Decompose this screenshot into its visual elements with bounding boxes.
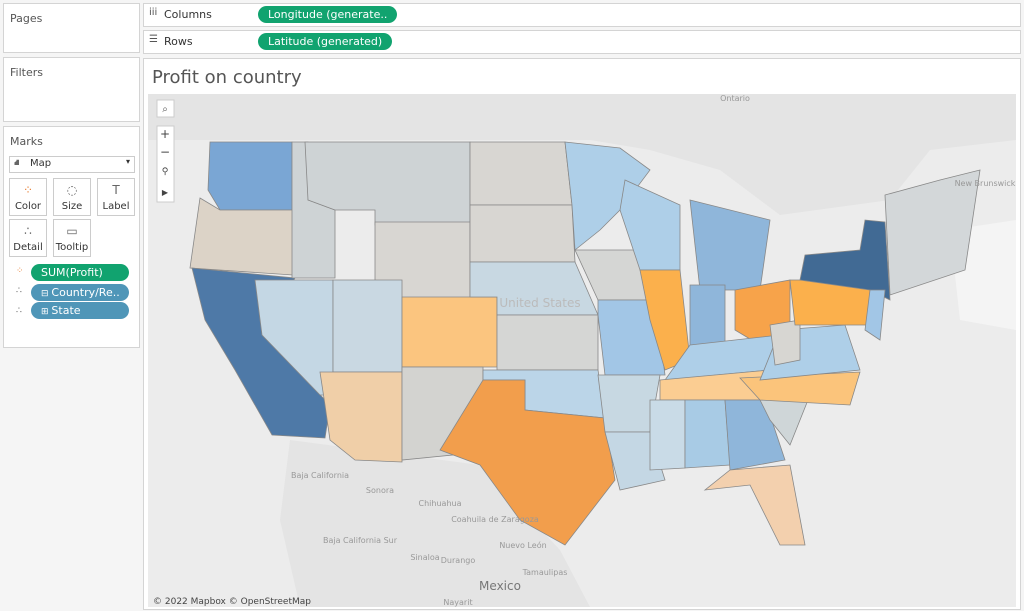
tooltip-button[interactable]: ▭ Tooltip (53, 219, 91, 257)
map-label: Baja California (291, 471, 349, 480)
label-button[interactable]: T Label (97, 178, 135, 216)
field-pill[interactable]: ⊞ State (31, 302, 129, 319)
map-shape (684, 399, 731, 469)
map-shape (884, 169, 981, 296)
map-shape: ⌕ (162, 104, 168, 115)
map-shape (703, 464, 806, 546)
map-shape: − (160, 145, 170, 159)
shelf-label: Rows (164, 35, 193, 48)
map-shape (799, 219, 891, 301)
rows-shelf: ☰ Rows Latitude (generated) (143, 30, 1021, 54)
map-shape (864, 289, 886, 341)
map-shape (769, 319, 801, 366)
map-shape: Ontario New Brunswick Baja California So… (291, 94, 1016, 607)
view-title: Profit on country (152, 67, 302, 88)
map[interactable]: Ontario New Brunswick Baja California So… (148, 94, 1016, 607)
map-shape (439, 379, 616, 546)
pages-card: Pages (3, 3, 140, 53)
map-shape: + (160, 127, 170, 141)
map-shape: ⚲ (162, 167, 169, 177)
map-controls[interactable]: ⌕ + − ⚲ ▶ (156, 99, 175, 203)
detail-button[interactable]: ∴ Detail (9, 219, 47, 257)
map-label: Nuevo León (499, 540, 546, 550)
map-shape (649, 399, 686, 471)
map-label: Mexico (479, 579, 521, 593)
map-label: Nayarit (443, 598, 472, 607)
map-label: Sinaloa (410, 553, 439, 562)
color-button[interactable]: ⁘ Color (9, 178, 47, 216)
attribution: © 2022 Mapbox © OpenStreetMap (153, 597, 311, 607)
field-pill-text: State (51, 304, 81, 317)
button-label: Color (14, 201, 42, 212)
button-label: Detail (13, 242, 43, 253)
map-shape (148, 94, 1016, 215)
map-shape (496, 314, 599, 371)
field-pill[interactable]: SUM(Profit) (31, 264, 129, 281)
marks-card: Marks ⛘ Map ▾ ⁘ Color ◌ Size T Label ∴ Detai… (3, 126, 140, 348)
map-shape (207, 141, 293, 211)
map-shape (564, 141, 651, 251)
map-label: Sonora (366, 486, 394, 495)
size-button[interactable]: ◌ Size (53, 178, 91, 216)
field-pill[interactable]: ⊟ Country/Re.. (31, 284, 129, 301)
map-shape (332, 279, 403, 373)
map-label: Durango (441, 556, 476, 565)
map-label: New Brunswick (955, 179, 1016, 188)
button-label: Size (61, 201, 83, 212)
shelf-label: Columns (164, 8, 212, 21)
mark-type: Map (30, 158, 52, 169)
pages-title: Pages (10, 12, 43, 25)
map-shape: ▶ (162, 188, 169, 197)
map-shape (156, 125, 175, 203)
map-shape (156, 99, 175, 118)
button-label: Tooltip (55, 242, 89, 253)
field-pill[interactable]: Latitude (generated) (258, 33, 393, 50)
map-shape (280, 440, 590, 607)
filters-title: Filters (10, 66, 43, 79)
map-shape (469, 204, 576, 263)
map-shape (401, 296, 498, 368)
mark-type-dropdown[interactable]: ⛘ Map ▾ (9, 156, 135, 173)
field-pill-text: Country/Re.. (51, 286, 120, 299)
field-pill[interactable]: Longitude (generate.. (258, 6, 398, 23)
map-shape (469, 141, 573, 206)
button-label: Label (102, 201, 130, 212)
map-shape (189, 141, 981, 546)
map-label: Ontario (720, 94, 750, 103)
columns-shelf: iii Columns Longitude (generate.. (143, 3, 1021, 27)
filters-card[interactable]: Filters (3, 57, 140, 122)
map-shape (689, 284, 726, 351)
map-label: Baja California Sur (323, 536, 398, 545)
map-label: Tamaulipas (522, 568, 568, 577)
map-label: Coahuila de Zaragoza (451, 515, 539, 524)
marks-title: Marks (10, 135, 43, 148)
map-label: United States (499, 296, 580, 310)
map-label: Chihuahua (419, 499, 462, 508)
